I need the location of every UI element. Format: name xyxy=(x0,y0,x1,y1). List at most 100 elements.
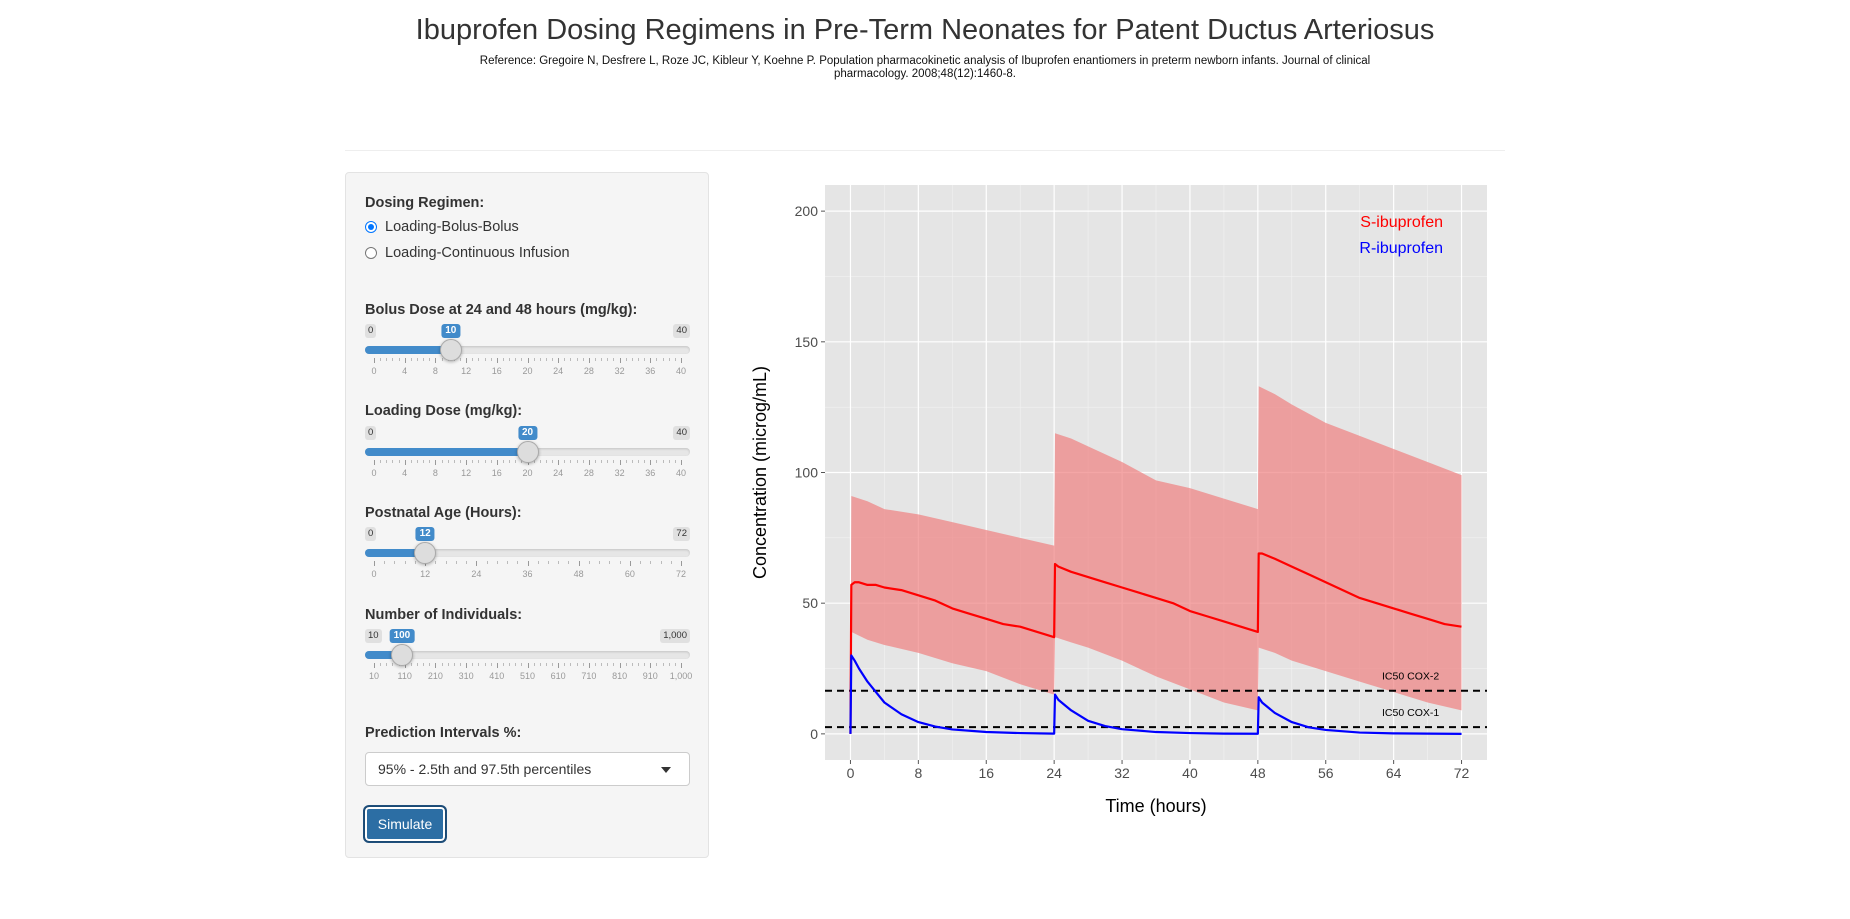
slider-minor-tick xyxy=(472,358,474,361)
slider-minor-tick xyxy=(441,663,443,666)
slider-minor-tick xyxy=(625,663,627,666)
slider-minor-tick xyxy=(380,663,382,666)
postnatal-age-label: Postnatal Age (Hours): xyxy=(365,505,522,521)
slider-tick xyxy=(629,561,631,566)
slider-minor-tick xyxy=(582,460,584,463)
simulate-button[interactable]: Simulate xyxy=(364,806,446,842)
slider-handle[interactable] xyxy=(414,542,437,564)
slider-tick-label: 20 xyxy=(522,366,533,376)
slider-tick xyxy=(558,663,560,668)
slider-tick-label: 36 xyxy=(645,366,656,376)
slider-minor-tick xyxy=(601,460,603,463)
x-tick-label: 40 xyxy=(1182,765,1198,781)
radio-label: Loading-Continuous Infusion xyxy=(385,245,570,261)
loading-dose-label: Loading Dose (mg/kg): xyxy=(365,403,523,419)
slider-minor-tick xyxy=(466,561,468,564)
slider-handle[interactable] xyxy=(439,339,462,361)
slider-minor-tick xyxy=(650,561,652,564)
slider-max-label: 40 xyxy=(673,426,690,440)
slider-tick xyxy=(374,460,375,465)
slider-minor-tick xyxy=(515,358,517,361)
slider-tick-label: 0 xyxy=(371,366,377,376)
x-tick-label: 8 xyxy=(914,765,922,781)
slider-handle[interactable] xyxy=(390,644,413,666)
bolus-dose-slider[interactable]: 0 40 10 0 4 8 12 16 20 24 28 32 36 40 xyxy=(365,324,690,384)
number-of-individuals-slider[interactable]: 10 1,000 100 10 110 210 310 410 510 610 710 810 910 1… xyxy=(365,629,692,689)
series-line-s-ibuprofen xyxy=(849,552,1462,734)
slider-value-label: 12 xyxy=(415,527,435,541)
slider-minor-tick xyxy=(392,460,394,463)
slider-minor-tick xyxy=(416,460,418,463)
loading-dose-slider[interactable]: 0 40 20 0 4 8 12 16 20 24 28 32 36 40 xyxy=(365,426,690,486)
slider-tick-label: 10 xyxy=(368,671,380,681)
slider-minor-tick xyxy=(656,358,658,361)
slider-tick xyxy=(681,561,682,566)
radio-button[interactable] xyxy=(365,247,377,259)
slider-tick-label: 12 xyxy=(461,468,472,478)
slider-track[interactable] xyxy=(365,549,690,557)
slider-minor-tick xyxy=(607,663,609,666)
slider-tick-label: 8 xyxy=(432,366,438,376)
slider-minor-tick xyxy=(435,561,437,564)
slider-minor-tick xyxy=(545,663,547,666)
slider-minor-tick xyxy=(660,561,662,564)
slider-minor-tick xyxy=(631,358,633,361)
slider-tick-label: 910 xyxy=(642,671,658,681)
slider-minor-tick xyxy=(625,460,627,463)
slider-track[interactable] xyxy=(365,651,690,659)
slider-minor-tick xyxy=(429,358,431,361)
slider-handle[interactable] xyxy=(516,441,539,463)
slider-minor-tick xyxy=(386,663,388,666)
slider-minor-tick xyxy=(423,663,425,666)
slider-tick xyxy=(588,663,590,668)
slider-min-label: 0 xyxy=(365,527,377,541)
slider-tick-label: 4 xyxy=(402,366,408,376)
slider-minor-tick xyxy=(539,460,541,463)
slider-minor-tick xyxy=(459,358,461,361)
y-axis-title: Concentration (microg/mL) xyxy=(750,366,770,579)
slider-minor-tick xyxy=(515,460,517,463)
slider-tick-label: 40 xyxy=(675,468,687,478)
slider-minor-tick xyxy=(459,460,461,463)
slider-minor-tick xyxy=(416,663,418,666)
slider-minor-tick xyxy=(537,561,539,564)
legend-entry: R-ibuprofen xyxy=(1359,240,1443,257)
slider-minor-tick xyxy=(429,663,431,666)
slider-minor-tick xyxy=(533,358,535,361)
slider-minor-tick xyxy=(558,561,560,564)
prediction-intervals-select[interactable]: 95% - 2.5th and 97.5th percentiles xyxy=(365,752,690,786)
slider-tick xyxy=(496,358,498,363)
slider-minor-tick xyxy=(478,663,480,666)
slider-minor-tick xyxy=(472,460,474,463)
slider-tick-label: 810 xyxy=(612,671,628,681)
chart-svg: 0 8 16 24 32 40 48 56 64 72 0 50 100 150 200 IC50 COX-2… xyxy=(750,185,1487,816)
slider-minor-tick xyxy=(416,358,418,361)
postnatal-age-slider[interactable]: 0 72 12 0 12 24 36 48 60 72 xyxy=(365,527,690,587)
slider-minor-tick xyxy=(545,460,547,463)
slider-minor-tick xyxy=(410,460,412,463)
slider-tick xyxy=(681,358,682,363)
slider-fill xyxy=(365,549,426,557)
slider-minor-tick xyxy=(601,358,603,361)
series-line-r-ibuprofen xyxy=(849,654,1462,735)
slider-minor-tick xyxy=(670,561,672,564)
slider-minor-tick xyxy=(564,460,566,463)
slider-minor-tick xyxy=(582,358,584,361)
slider-track[interactable] xyxy=(365,346,690,354)
radio-loading-bolus-bolus[interactable]: Loading-Bolus-Bolus xyxy=(365,219,519,235)
slider-tick xyxy=(404,663,406,668)
radio-loading-continuous-infusion[interactable]: Loading-Continuous Infusion xyxy=(365,245,570,261)
dosing-regimen-label: Dosing Regimen: xyxy=(365,195,485,211)
prediction-intervals-label: Prediction Intervals %: xyxy=(365,725,522,741)
slider-minor-tick xyxy=(533,663,535,666)
slider-tick-label: 0 xyxy=(371,569,377,579)
bolus-dose-label: Bolus Dose at 24 and 48 hours (mg/kg): xyxy=(365,302,638,318)
slider-minor-tick xyxy=(484,460,486,463)
radio-button-checked[interactable] xyxy=(365,221,377,233)
slider-minor-tick xyxy=(662,663,664,666)
slider-minor-tick xyxy=(472,663,474,666)
y-tick-label: 200 xyxy=(795,203,819,219)
x-tick-label: 56 xyxy=(1318,765,1334,781)
slider-tick xyxy=(435,358,437,363)
slider-minor-tick xyxy=(644,358,646,361)
